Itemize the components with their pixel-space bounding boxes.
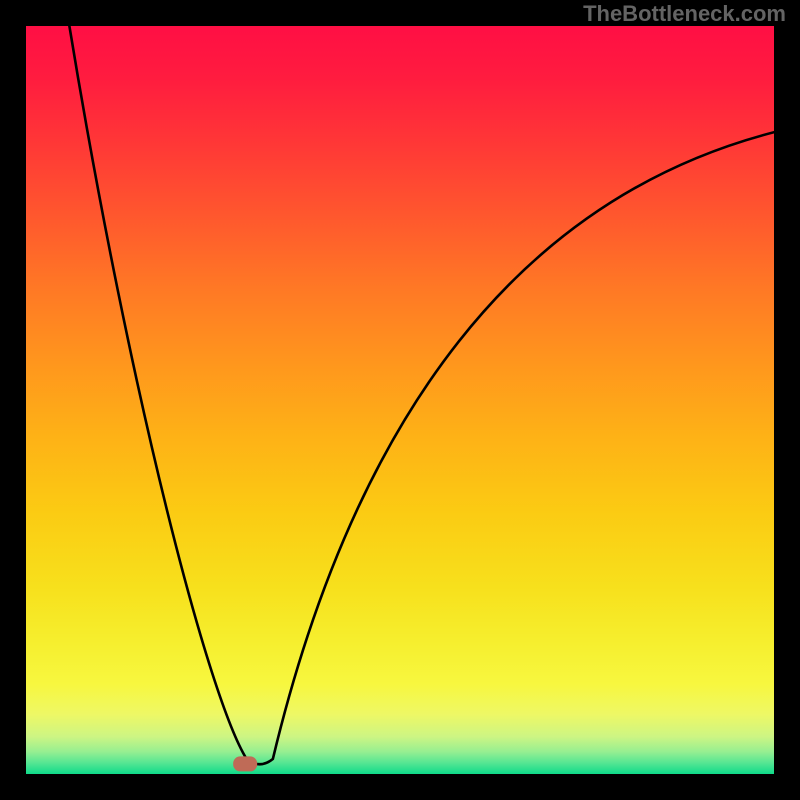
gradient-background <box>26 26 774 774</box>
chart-frame: TheBottleneck.com <box>0 0 800 800</box>
plot-area <box>26 26 774 774</box>
watermark-text: TheBottleneck.com <box>583 1 786 27</box>
minimum-marker <box>233 756 257 771</box>
plot-svg <box>26 26 774 774</box>
